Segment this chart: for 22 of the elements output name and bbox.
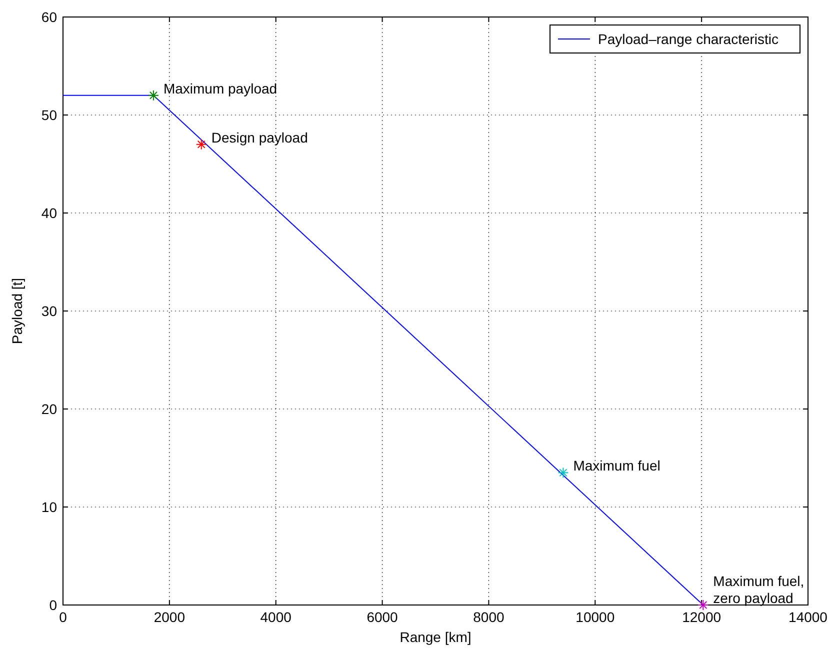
annotation: Maximum payload xyxy=(163,80,278,96)
x-tick-label: 6000 xyxy=(366,609,398,625)
annotation: Maximum fuel, zero payload xyxy=(713,573,804,606)
y-tick-label: 10 xyxy=(41,499,58,515)
y-tick-label: 20 xyxy=(41,401,58,417)
x-tick-label: 4000 xyxy=(260,609,292,625)
y-axis-title: Payload [t] xyxy=(9,278,25,344)
annotation: Maximum fuel xyxy=(573,458,660,474)
x-tick-label: 12000 xyxy=(682,609,722,625)
y-tick-label: 30 xyxy=(41,303,58,319)
y-tick-label: 40 xyxy=(41,205,58,221)
x-tick-label: 2000 xyxy=(154,609,186,625)
legend-label: Payload–range characteristic xyxy=(598,31,779,47)
x-tick-label: 10000 xyxy=(576,609,615,625)
annotation: Design payload xyxy=(211,129,308,146)
x-tick-label: 0 xyxy=(59,609,68,625)
x-axis-title: Range [km] xyxy=(400,629,472,645)
y-tick-label: 60 xyxy=(41,9,58,25)
y-tick-label: 0 xyxy=(49,597,58,613)
x-tick-label: 14000 xyxy=(788,609,828,625)
x-tick-label: 8000 xyxy=(473,609,504,625)
y-tick-label: 50 xyxy=(41,107,58,123)
